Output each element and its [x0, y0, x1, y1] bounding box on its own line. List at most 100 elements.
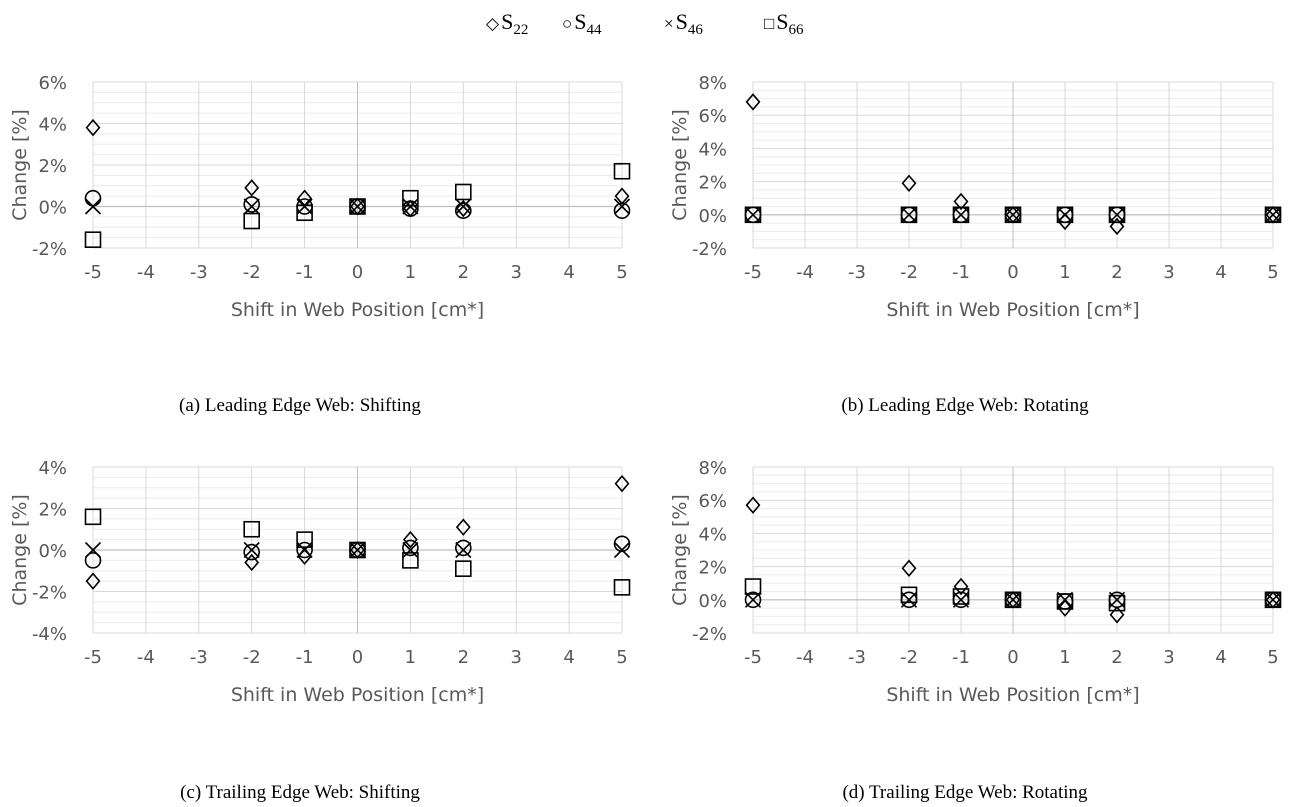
circle-marker — [243, 543, 260, 561]
y-tick-label: -2% — [692, 624, 727, 645]
legend-subscript: 66 — [789, 22, 805, 38]
y-tick-labels: -4% -2% 0% 2% 4% — [32, 458, 67, 645]
x-tick-label: -4 — [137, 647, 155, 668]
x-tick-label: -4 — [137, 262, 155, 283]
diamond-marker — [953, 577, 969, 596]
x-marker — [349, 541, 366, 559]
gridlines — [752, 81, 1274, 249]
y-tick-labels: -2% 0% 2% 4% 6% 8% — [692, 73, 727, 260]
y-tick-label: 6% — [698, 491, 727, 512]
y-tick-label: 0% — [698, 591, 727, 612]
legend-symbol: □ — [764, 14, 774, 33]
square-marker — [1108, 594, 1126, 612]
chart-svg: -2% 0% 2% 4% 6% 8% -5 -4 -3 -2 -1 0 1 2 3 4 5 Shift in We… — [669, 458, 1282, 706]
square-marker — [900, 206, 918, 224]
caption-b: (b) Leading Edge Web: Rotating — [841, 395, 1089, 416]
x-marker — [1056, 206, 1074, 223]
series-S46 — [84, 541, 631, 559]
x-tick-label: 1 — [1059, 262, 1070, 283]
x-marker — [744, 206, 762, 223]
y-tick-label: 6% — [698, 106, 727, 127]
x-tick-label: -5 — [744, 647, 762, 668]
x-tick-label: 0 — [1007, 262, 1018, 283]
diamond-marker — [402, 530, 418, 549]
x-axis-title: Shift in Web Position [cm*] — [886, 299, 1139, 321]
y-tick-label: -2% — [32, 583, 67, 604]
series-S66 — [744, 578, 1282, 612]
legend-label: □S66 — [764, 9, 804, 38]
y-tick-label: -4% — [32, 624, 67, 645]
x-tick-label: -5 — [84, 647, 102, 668]
diamond-marker — [614, 474, 630, 493]
circle-marker — [84, 552, 102, 569]
gridlines — [92, 81, 623, 249]
x-tick-label: 4 — [1215, 262, 1226, 283]
x-tick-label: 1 — [405, 647, 416, 668]
x-marker — [296, 198, 313, 215]
x-tick-label: 4 — [1215, 647, 1226, 668]
caption-c: (c) Trailing Edge Web: Shifting — [180, 782, 420, 803]
circle-marker — [402, 200, 419, 217]
x-tick-label: -2 — [900, 647, 918, 668]
x-tick-label: -1 — [296, 647, 314, 668]
chart-legend: ◇S22 ○S44 ×S46 □S66 — [486, 9, 804, 38]
square-marker — [1004, 591, 1022, 609]
y-tick-label: 2% — [698, 558, 727, 579]
x-tick-label: -2 — [243, 262, 261, 283]
square-marker — [402, 189, 419, 207]
y-tick-label: 2% — [698, 173, 727, 194]
legend-label: ○S44 — [562, 9, 602, 38]
x-marker — [455, 541, 472, 559]
y-tick-label: 4% — [38, 115, 67, 136]
chart-panel-a: -2% 0% 2% 4% 6% -5 -4 -3 -2 -1 0 1 2 3 4 5 Shift in Web … — [0, 70, 640, 380]
legend-subscript: 44 — [587, 22, 603, 38]
x-marker — [296, 541, 313, 559]
x-tick-label: 2 — [1111, 647, 1122, 668]
square-marker — [900, 586, 918, 604]
square-marker — [1108, 206, 1126, 224]
circle-marker — [613, 202, 631, 219]
x-marker — [900, 591, 918, 608]
legend-letter: S — [776, 9, 788, 34]
legend-item-square: □S66 — [764, 9, 804, 38]
circle-marker — [296, 541, 313, 559]
y-tick-labels: -2% 0% 2% 4% 6% — [32, 73, 67, 260]
x-tick-label: -3 — [190, 647, 208, 668]
x-tick-label: 2 — [458, 647, 469, 668]
x-marker — [1056, 591, 1074, 608]
square-marker — [454, 560, 472, 577]
diamond-marker — [901, 174, 917, 192]
legend-label: ◇S22 — [486, 9, 528, 38]
legend-label: ×S46 — [664, 9, 703, 38]
y-tick-label: 0% — [38, 541, 67, 562]
series-S66 — [744, 206, 1282, 224]
x-tick-label: 4 — [563, 262, 574, 283]
x-tick-labels: -5 -4 -3 -2 -1 0 1 2 3 4 5 — [84, 647, 628, 668]
caption-d: (d) Trailing Edge Web: Rotating — [842, 782, 1088, 803]
diamond-marker — [953, 192, 969, 211]
x-marker — [84, 198, 102, 215]
x-tick-label: 3 — [510, 262, 521, 283]
circle-marker — [243, 196, 260, 213]
square-marker — [952, 206, 970, 224]
diamond-marker — [85, 572, 101, 590]
legend-subscript: 22 — [513, 22, 528, 38]
diamond-marker — [1109, 217, 1125, 236]
square-marker — [1056, 206, 1074, 224]
x-tick-label: 5 — [1267, 647, 1278, 668]
square-marker — [744, 578, 762, 595]
x-marker — [243, 198, 260, 215]
square-marker — [1056, 593, 1074, 610]
chart-svg: -2% 0% 2% 4% 6% 8% -5 -4 -3 -2 -1 0 1 2 3 4 5 Shift in We… — [669, 73, 1282, 321]
x-tick-label: -3 — [190, 262, 208, 283]
x-marker — [84, 541, 102, 559]
y-tick-label: 4% — [698, 524, 727, 545]
legend-letter: S — [574, 9, 586, 34]
y-tick-label: 0% — [698, 206, 727, 227]
x-marker — [1004, 591, 1022, 608]
x-tick-label: 5 — [1267, 262, 1278, 283]
diamond-marker — [901, 559, 917, 577]
legend-symbol: × — [664, 14, 674, 33]
series-S46 — [84, 198, 631, 215]
x-tick-label: -3 — [848, 262, 866, 283]
